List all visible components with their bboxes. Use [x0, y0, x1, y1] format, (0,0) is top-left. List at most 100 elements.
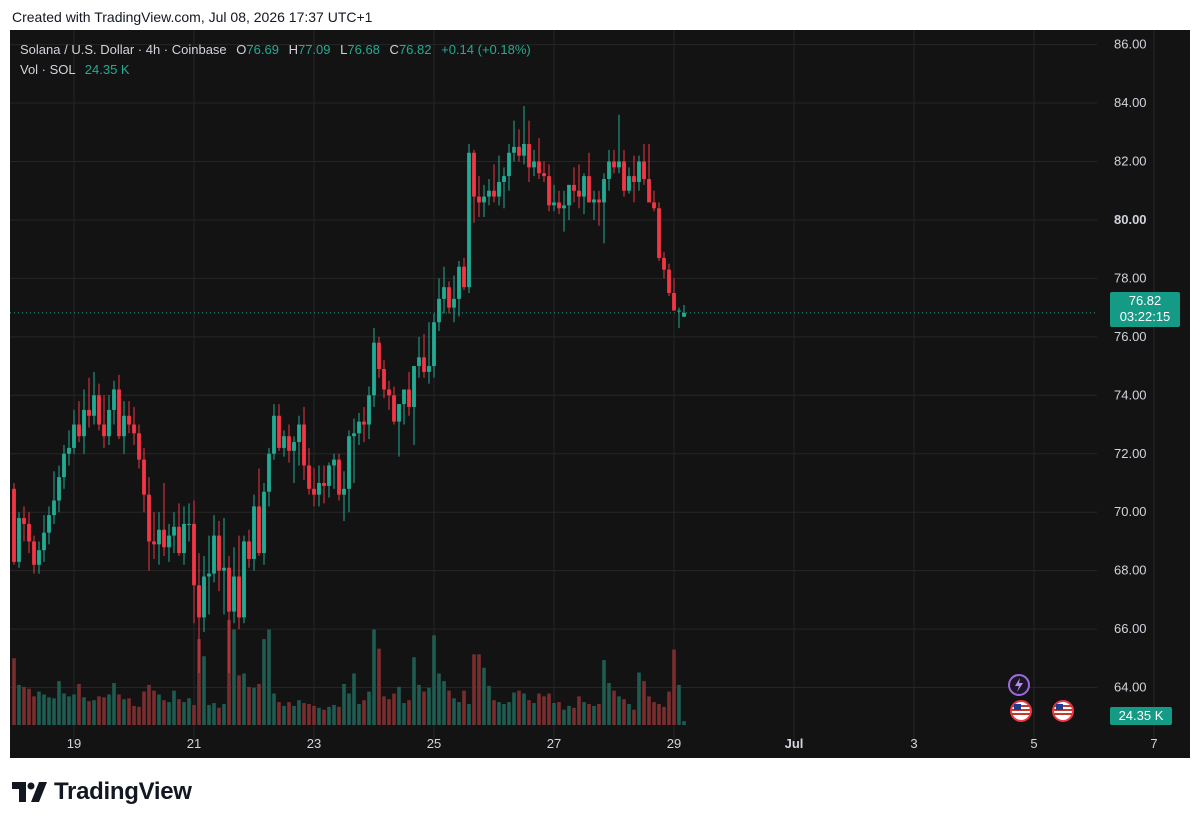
candle-body[interactable] — [192, 523, 196, 586]
candle-body[interactable] — [642, 161, 646, 180]
candle-body[interactable] — [277, 415, 281, 448]
candle-body[interactable] — [82, 409, 86, 437]
candle-body[interactable] — [187, 523, 191, 525]
candle-body[interactable] — [652, 202, 656, 209]
candle-body[interactable] — [472, 152, 476, 197]
candle-body[interactable] — [37, 550, 41, 565]
candle-body[interactable] — [622, 161, 626, 191]
candle-body[interactable] — [522, 143, 526, 156]
candle-body[interactable] — [212, 535, 216, 574]
candle-body[interactable] — [677, 310, 681, 312]
candle-body[interactable] — [672, 293, 676, 311]
candle-body[interactable] — [552, 202, 556, 206]
candle-body[interactable] — [217, 535, 221, 571]
candle-body[interactable] — [582, 176, 586, 197]
candle-body[interactable] — [682, 312, 686, 317]
candle-body[interactable] — [367, 395, 371, 425]
candle-body[interactable] — [292, 442, 296, 451]
candle-body[interactable] — [297, 424, 301, 443]
chart-panel[interactable]: 86.00 84.00 82.00 80.00 78.00 76.00 74.00 72.00… — [10, 30, 1190, 758]
candle-body[interactable] — [457, 266, 461, 299]
candle-body[interactable] — [207, 573, 211, 577]
candle-body[interactable] — [102, 424, 106, 437]
candle-body[interactable] — [587, 176, 591, 203]
candle-body[interactable] — [407, 389, 411, 407]
candle-body[interactable] — [647, 179, 651, 203]
candle-body[interactable] — [542, 173, 546, 177]
candle-body[interactable] — [442, 287, 446, 299]
candle-body[interactable] — [657, 208, 661, 258]
candle-body[interactable] — [62, 453, 66, 478]
candle-body[interactable] — [322, 482, 326, 486]
candle-body[interactable] — [432, 322, 436, 367]
candle-body[interactable] — [667, 269, 671, 294]
candle-body[interactable] — [337, 459, 341, 495]
candle-body[interactable] — [197, 585, 201, 618]
candle-body[interactable] — [547, 176, 551, 206]
candle-body[interactable] — [382, 369, 386, 390]
candle-body[interactable] — [107, 409, 111, 437]
candle-body[interactable] — [577, 190, 581, 197]
candle-body[interactable] — [22, 518, 26, 524]
candle-body[interactable] — [562, 205, 566, 209]
tradingview-brand[interactable]: TradingView — [12, 778, 192, 806]
candle-body[interactable] — [392, 395, 396, 422]
candle-body[interactable] — [177, 526, 181, 554]
candle-body[interactable] — [377, 342, 381, 370]
candle-body[interactable] — [507, 152, 511, 177]
candle-body[interactable] — [257, 506, 261, 554]
candle-body[interactable] — [417, 357, 421, 367]
candle-body[interactable] — [77, 424, 81, 437]
candle-body[interactable] — [447, 287, 451, 308]
candle-body[interactable] — [312, 488, 316, 495]
candle-body[interactable] — [182, 523, 186, 554]
candle-body[interactable] — [117, 389, 121, 437]
candle-body[interactable] — [202, 576, 206, 618]
candle-body[interactable] — [512, 146, 516, 153]
candle-body[interactable] — [637, 161, 641, 182]
candle-body[interactable] — [602, 179, 606, 203]
candle-body[interactable] — [557, 202, 561, 209]
candle-body[interactable] — [27, 523, 31, 542]
candle-body[interactable] — [342, 488, 346, 495]
candle-body[interactable] — [272, 415, 276, 454]
candle-body[interactable] — [262, 491, 266, 554]
candle-body[interactable] — [222, 567, 226, 571]
candle-body[interactable] — [597, 199, 601, 203]
candle-body[interactable] — [437, 298, 441, 323]
lightning-event-icon[interactable] — [1008, 674, 1030, 696]
candle-body[interactable] — [617, 161, 621, 168]
candle-body[interactable] — [12, 488, 16, 562]
candle-body[interactable] — [122, 415, 126, 437]
candle-body[interactable] — [397, 404, 401, 422]
candle-body[interactable] — [427, 366, 431, 372]
candle-body[interactable] — [502, 176, 506, 182]
candle-body[interactable] — [482, 196, 486, 203]
candle-body[interactable] — [157, 529, 161, 545]
candle-body[interactable] — [402, 389, 406, 405]
candle-body[interactable] — [462, 266, 466, 288]
candle-body[interactable] — [532, 161, 536, 168]
candle-body[interactable] — [87, 409, 91, 416]
candle-body[interactable] — [162, 529, 166, 548]
candle-body[interactable] — [387, 389, 391, 396]
candle-body[interactable] — [592, 199, 596, 203]
candle-body[interactable] — [477, 196, 481, 203]
candle-body[interactable] — [527, 143, 531, 168]
candle-body[interactable] — [137, 433, 141, 460]
candle-body[interactable] — [152, 541, 156, 545]
candle-body[interactable] — [287, 436, 291, 451]
legend-volume-label[interactable]: Vol · SOL — [20, 62, 76, 77]
candle-body[interactable] — [142, 459, 146, 495]
candle-body[interactable] — [167, 535, 171, 548]
candle-body[interactable] — [252, 506, 256, 559]
candle-body[interactable] — [467, 152, 471, 288]
candle-body[interactable] — [632, 176, 636, 182]
candle-body[interactable] — [17, 518, 21, 562]
us-flag-event-icon[interactable] — [1010, 700, 1032, 722]
price-chart[interactable]: 86.00 84.00 82.00 80.00 78.00 76.00 74.00 72.00… — [10, 30, 1190, 758]
candle-body[interactable] — [267, 453, 271, 492]
candle-body[interactable] — [347, 436, 351, 489]
candle-body[interactable] — [242, 541, 246, 618]
candle-body[interactable] — [302, 424, 306, 466]
